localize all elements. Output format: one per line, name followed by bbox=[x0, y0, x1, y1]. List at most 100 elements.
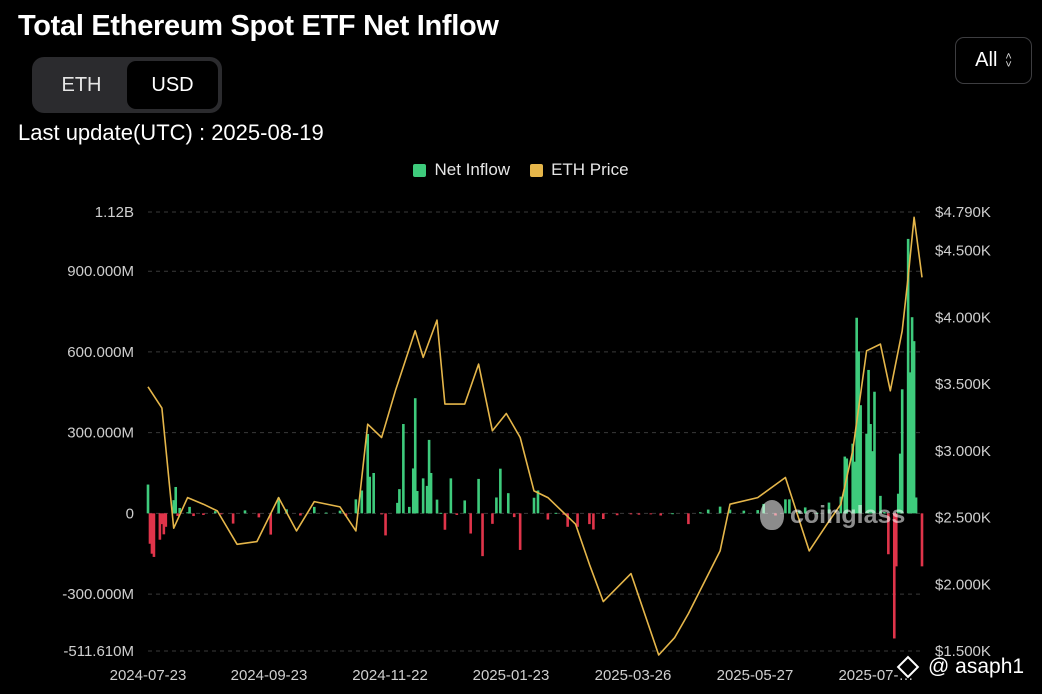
net-inflow-bar bbox=[853, 461, 856, 514]
net-inflow-bar bbox=[906, 238, 910, 514]
net-inflow-bar bbox=[788, 499, 791, 514]
net-inflow-bar bbox=[257, 513, 261, 518]
net-inflow-bar bbox=[554, 512, 558, 514]
net-inflow-bar bbox=[908, 372, 912, 514]
legend-swatch-eth-price bbox=[530, 163, 544, 177]
y-right-tick-label: $1.500K bbox=[935, 643, 991, 660]
net-inflow-bar bbox=[413, 398, 417, 514]
net-inflow-bar bbox=[512, 513, 516, 518]
net-inflow-bar bbox=[396, 502, 399, 514]
range-select[interactable]: All ˄ ˅ bbox=[955, 37, 1032, 84]
legend-item-eth-price[interactable]: ETH Price bbox=[530, 160, 629, 180]
net-inflow-bar bbox=[873, 391, 876, 514]
tab-usd[interactable]: USD bbox=[127, 61, 218, 109]
net-inflow-bar bbox=[338, 510, 342, 514]
net-inflow-bar bbox=[384, 513, 387, 536]
net-inflow-bar bbox=[402, 424, 405, 514]
net-inflow-bar bbox=[576, 513, 579, 527]
chart-title: Total Ethereum Spot ETF Net Inflow bbox=[18, 10, 499, 42]
net-inflow-bar bbox=[892, 513, 896, 639]
net-inflow-bar bbox=[164, 513, 168, 527]
net-inflow-bar bbox=[851, 443, 855, 514]
net-inflow-bar bbox=[172, 500, 176, 514]
net-inflow-bar bbox=[896, 493, 900, 514]
net-inflow-bar bbox=[883, 512, 886, 514]
net-inflow-bar bbox=[588, 513, 591, 525]
net-inflow-bar bbox=[803, 507, 807, 514]
net-inflow-bar bbox=[380, 513, 383, 515]
net-inflow-bar bbox=[443, 513, 447, 530]
chart-legend: Net Inflow ETH Price bbox=[0, 160, 1042, 180]
net-inflow-bar bbox=[360, 490, 364, 514]
x-tick-label: 2025-01-23 bbox=[473, 667, 550, 684]
y-right-tick-label: $4.500K bbox=[935, 243, 991, 260]
unit-toggle[interactable]: ETH USD bbox=[32, 57, 222, 113]
net-inflow-bar bbox=[910, 317, 914, 514]
net-inflow-bar bbox=[407, 506, 411, 514]
net-inflow-bar bbox=[659, 513, 663, 516]
net-inflow-bar bbox=[477, 478, 480, 514]
net-inflow-bar bbox=[518, 513, 522, 550]
net-inflow-bar bbox=[797, 510, 801, 514]
x-tick-label: 2024-11-22 bbox=[352, 667, 428, 684]
net-inflow-bar bbox=[366, 433, 370, 514]
net-inflow-bar bbox=[160, 513, 164, 525]
coinglass-logo-icon bbox=[760, 500, 784, 530]
net-inflow-bar bbox=[900, 389, 904, 514]
net-inflow-bar bbox=[756, 510, 759, 514]
y-right-tick-label: $4.000K bbox=[935, 309, 991, 326]
net-inflow-bar bbox=[481, 513, 484, 557]
net-inflow-bar bbox=[372, 472, 375, 514]
net-inflow-bar bbox=[174, 486, 178, 514]
net-inflow-bar bbox=[158, 513, 162, 540]
binance-logo-icon bbox=[896, 655, 920, 679]
y-left-tick-label: -511.610M bbox=[63, 643, 134, 660]
net-inflow-bar bbox=[637, 513, 641, 515]
net-inflow-bar bbox=[859, 405, 862, 514]
net-inflow-bar bbox=[871, 451, 874, 514]
legend-label-eth-price: ETH Price bbox=[551, 160, 629, 179]
net-inflow-bar bbox=[449, 478, 453, 514]
net-inflow-bar bbox=[536, 490, 540, 514]
net-inflow-bar bbox=[499, 468, 502, 514]
legend-swatch-net-inflow bbox=[413, 163, 427, 177]
x-tick-label: 2025-07-… bbox=[838, 667, 913, 684]
net-inflow-bar bbox=[629, 513, 633, 515]
net-inflow-bar bbox=[887, 513, 890, 555]
chevron-updown-icon: ˄ ˅ bbox=[1005, 50, 1012, 71]
net-inflow-bar bbox=[411, 468, 415, 514]
net-inflow-bar bbox=[429, 472, 433, 514]
net-inflow-bar bbox=[178, 507, 181, 514]
y-left-tick-label: 900.000M bbox=[67, 263, 134, 280]
net-inflow-bar bbox=[186, 512, 189, 514]
net-inflow-bar bbox=[649, 513, 653, 515]
net-inflow-bar bbox=[148, 513, 152, 544]
net-inflow-bar bbox=[415, 491, 419, 514]
y-left-tick-label: 0 bbox=[126, 505, 134, 522]
net-inflow-bar bbox=[815, 512, 819, 514]
net-inflow-bar bbox=[277, 497, 280, 514]
x-tick-label: 2025-03-26 bbox=[595, 667, 672, 684]
net-inflow-bar bbox=[214, 511, 217, 514]
net-inflow-bar bbox=[532, 497, 536, 514]
net-inflow-bar bbox=[728, 509, 732, 514]
net-inflow-bar bbox=[914, 497, 918, 514]
net-inflow-bar bbox=[592, 513, 595, 530]
net-inflow-bar bbox=[546, 513, 550, 520]
net-inflow-bar bbox=[865, 433, 868, 514]
net-inflow-bar bbox=[867, 369, 870, 514]
net-inflow-bar bbox=[192, 513, 195, 517]
x-tick-label: 2024-09-23 bbox=[231, 667, 308, 684]
net-inflow-bar bbox=[324, 512, 328, 514]
net-inflow-bar bbox=[857, 351, 860, 514]
net-inflow-bar bbox=[894, 513, 898, 567]
net-inflow-bar bbox=[425, 485, 429, 514]
tab-eth[interactable]: ETH bbox=[61, 73, 102, 96]
net-inflow-bar bbox=[601, 513, 605, 519]
net-inflow-bar bbox=[566, 513, 569, 527]
legend-item-net-inflow[interactable]: Net Inflow bbox=[413, 160, 510, 180]
y-left-tick-label: 1.12B bbox=[95, 204, 134, 221]
net-inflow-bar bbox=[463, 500, 467, 514]
net-inflow-bar bbox=[439, 512, 443, 514]
